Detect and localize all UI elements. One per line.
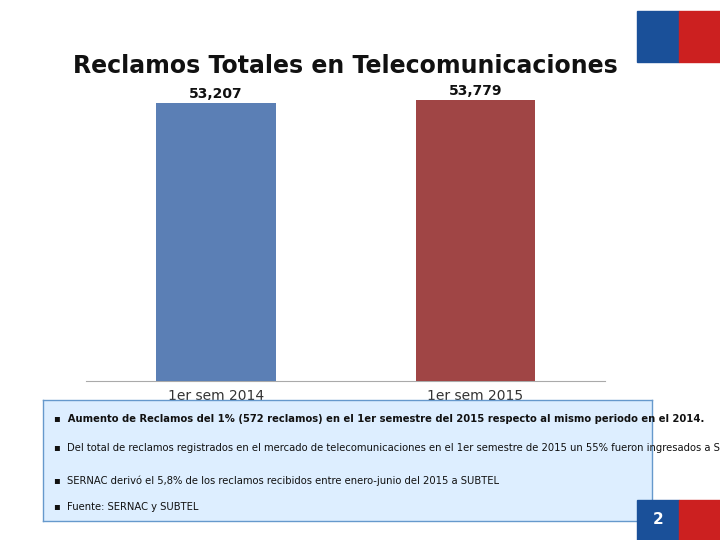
Text: ▪  Del total de reclamos registrados en el mercado de telecomunicaciones en el 1: ▪ Del total de reclamos registrados en e…	[54, 443, 720, 453]
Text: 2: 2	[652, 512, 663, 527]
Text: Reclamos Totales en Telecomunicaciones: Reclamos Totales en Telecomunicaciones	[73, 54, 618, 78]
Bar	[679, 11, 720, 62]
Text: ▪  SERNAC derivó el 5,8% de los reclamos recibidos entre enero-junio del 2015 a : ▪ SERNAC derivó el 5,8% de los reclamos …	[54, 476, 499, 486]
Bar	[637, 11, 679, 62]
Text: ▪  Fuente: SERNAC y SUBTEL: ▪ Fuente: SERNAC y SUBTEL	[54, 502, 199, 511]
Text: 53,779: 53,779	[449, 84, 502, 98]
Bar	[637, 500, 679, 540]
Bar	[679, 500, 720, 540]
Text: 53,207: 53,207	[189, 87, 243, 100]
Bar	[156, 103, 276, 381]
Bar	[415, 100, 535, 381]
Text: ▪  Aumento de Reclamos del 1% (572 reclamos) en el 1er semestre del 2015 respect: ▪ Aumento de Reclamos del 1% (572 reclam…	[54, 414, 705, 424]
